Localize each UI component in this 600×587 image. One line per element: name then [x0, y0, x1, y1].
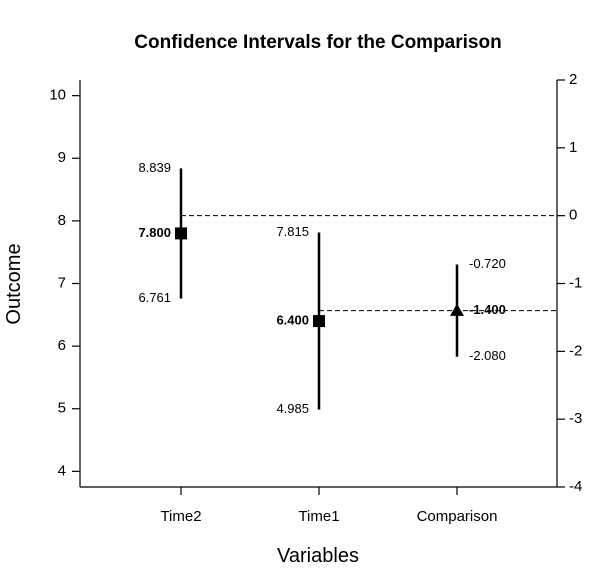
right-y-tick-label: -1: [569, 274, 582, 291]
estimate-label: 7.800: [138, 225, 171, 240]
x-tick-label: Time1: [298, 508, 339, 525]
lower-bound-label: 6.761: [138, 290, 171, 305]
left-y-tick-label: 6: [58, 337, 66, 354]
upper-bound-label: 8.839: [138, 160, 171, 175]
upper-bound-label: -0.720: [469, 256, 506, 271]
x-tick-label: Comparison: [417, 508, 498, 525]
x-axis-title: Variables: [277, 545, 359, 567]
right-y-tick-label: -2: [569, 342, 582, 359]
left-y-tick-label: 8: [58, 212, 66, 229]
y-axis-title: Outcome: [3, 243, 25, 324]
left-y-tick-label: 10: [49, 87, 66, 104]
estimate-label: 6.400: [276, 313, 309, 328]
chart-title: Confidence Intervals for the Comparison: [134, 32, 501, 53]
left-y-tick-label: 5: [58, 400, 66, 417]
upper-bound-label: 7.815: [276, 224, 309, 239]
lower-bound-label: 4.985: [276, 401, 309, 416]
x-tick-label: Time2: [160, 508, 201, 525]
estimate-marker: [450, 303, 464, 316]
plot-area: 4 5 6 7 8 9 10 -4 -3 -2 -1 0 1 2 Time2 Time1 Comparison 8…: [49, 71, 582, 525]
estimate-marker: [313, 315, 325, 328]
estimate-label: -1.400: [469, 302, 506, 317]
right-y-tick-label: -3: [569, 410, 582, 427]
lower-bound-label: -2.080: [469, 348, 506, 363]
right-y-tick-label: 0: [569, 207, 577, 224]
left-y-tick-label: 9: [58, 149, 66, 166]
right-y-tick-label: 1: [569, 139, 577, 156]
right-y-tick-label: 2: [569, 71, 577, 88]
left-y-tick-label: 7: [58, 274, 66, 291]
left-y-tick-label: 4: [58, 462, 66, 479]
right-y-tick-label: -4: [569, 478, 582, 495]
estimate-marker: [175, 227, 187, 240]
